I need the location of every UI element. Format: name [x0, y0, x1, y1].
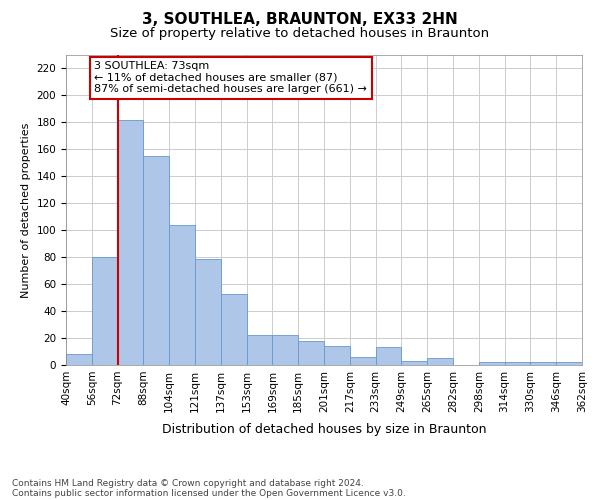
X-axis label: Distribution of detached houses by size in Braunton: Distribution of detached houses by size … — [162, 423, 486, 436]
Bar — [324, 346, 350, 365]
Bar — [427, 358, 453, 365]
Bar — [247, 336, 272, 365]
Bar — [505, 362, 530, 365]
Bar — [556, 362, 582, 365]
Text: Contains HM Land Registry data © Crown copyright and database right 2024.: Contains HM Land Registry data © Crown c… — [12, 478, 364, 488]
Y-axis label: Number of detached properties: Number of detached properties — [21, 122, 31, 298]
Bar — [401, 361, 427, 365]
Bar — [298, 340, 324, 365]
Bar — [92, 257, 118, 365]
Bar — [376, 348, 401, 365]
Bar — [143, 156, 169, 365]
Text: 3 SOUTHLEA: 73sqm
← 11% of detached houses are smaller (87)
87% of semi-detached: 3 SOUTHLEA: 73sqm ← 11% of detached hous… — [94, 61, 367, 94]
Bar — [530, 362, 556, 365]
Bar — [195, 258, 221, 365]
Bar — [221, 294, 247, 365]
Text: 3, SOUTHLEA, BRAUNTON, EX33 2HN: 3, SOUTHLEA, BRAUNTON, EX33 2HN — [142, 12, 458, 28]
Bar — [66, 354, 92, 365]
Text: Size of property relative to detached houses in Braunton: Size of property relative to detached ho… — [110, 28, 490, 40]
Bar — [169, 225, 195, 365]
Bar — [479, 362, 505, 365]
Bar — [118, 120, 143, 365]
Text: Contains public sector information licensed under the Open Government Licence v3: Contains public sector information licen… — [12, 488, 406, 498]
Bar — [350, 357, 376, 365]
Bar — [272, 336, 298, 365]
